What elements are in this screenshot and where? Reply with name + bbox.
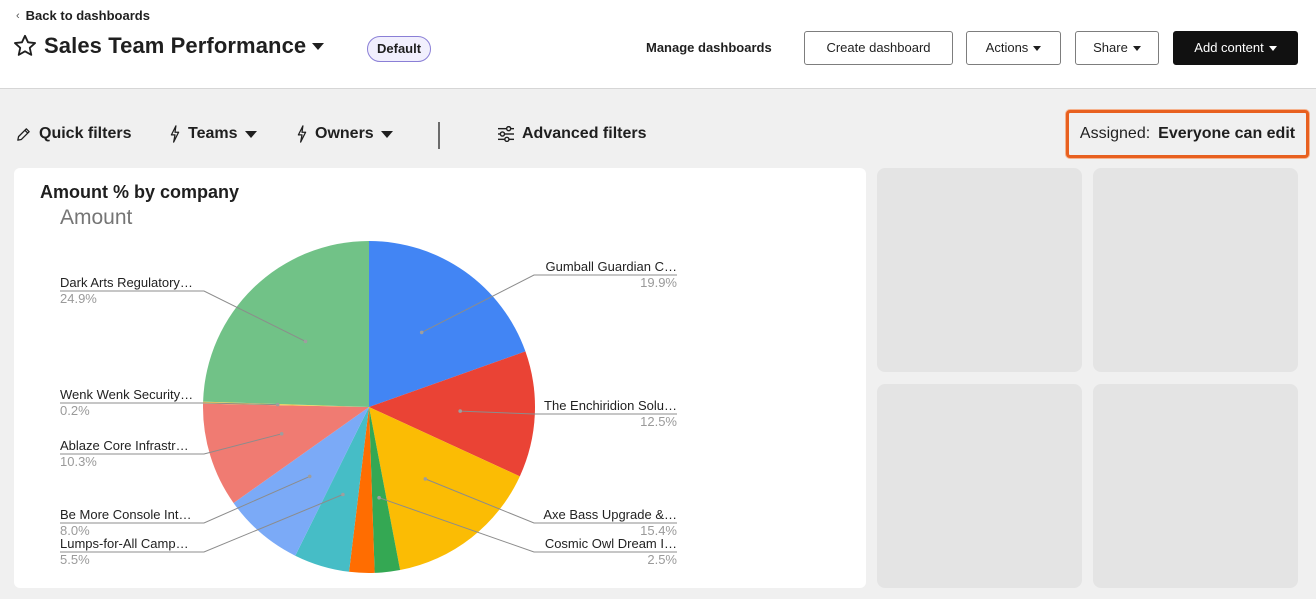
back-link-label: Back to dashboards bbox=[25, 8, 150, 23]
label-leader-dot bbox=[341, 492, 345, 497]
label-leader-line bbox=[60, 475, 310, 524]
label-leader-line bbox=[378, 497, 677, 553]
slice-label: Be More Console Int… bbox=[60, 507, 192, 522]
actions-button[interactable]: Actions bbox=[966, 31, 1061, 65]
pie-slice[interactable] bbox=[203, 401, 369, 407]
advanced-filters-label: Advanced filters bbox=[522, 125, 647, 142]
assigned-permission-control[interactable]: Assigned: Everyone can edit bbox=[1066, 110, 1309, 158]
slice-percentage: 8.0% bbox=[60, 523, 90, 538]
slice-percentage: 5.5% bbox=[60, 552, 90, 567]
slice-percentage: 24.9% bbox=[60, 291, 97, 306]
report-title: Amount % by company bbox=[40, 182, 240, 202]
pie-slice[interactable] bbox=[202, 403, 369, 503]
label-leader-line bbox=[425, 478, 677, 524]
label-leader-dot bbox=[377, 495, 381, 500]
placeholder-card bbox=[877, 168, 1082, 372]
pie-slice[interactable] bbox=[369, 241, 526, 407]
filter-bar: Quick filters Teams Owners Advanced filt… bbox=[0, 115, 1316, 155]
pie-slice[interactable] bbox=[233, 407, 369, 556]
label-leader-dot bbox=[275, 402, 280, 407]
default-badge: Default bbox=[367, 36, 432, 62]
pie-slice[interactable] bbox=[369, 407, 401, 573]
teams-filter-label: Teams bbox=[188, 125, 238, 142]
slice-label: The Enchiridion Solu… bbox=[544, 398, 677, 413]
quick-filters-label: Quick filters bbox=[39, 125, 132, 142]
add-content-button[interactable]: Add content bbox=[1173, 31, 1298, 65]
teams-filter-dropdown[interactable]: Teams bbox=[169, 125, 257, 143]
slice-percentage: 12.5% bbox=[640, 414, 677, 429]
assigned-value: Everyone can edit bbox=[1158, 125, 1296, 142]
label-leader-line bbox=[421, 274, 677, 333]
owners-filter-label: Owners bbox=[315, 125, 374, 142]
label-leader-dot bbox=[458, 409, 463, 413]
share-button-label: Share bbox=[1093, 40, 1128, 55]
quick-filters-button[interactable]: Quick filters bbox=[15, 125, 131, 143]
caret-down-icon bbox=[244, 130, 257, 138]
create-dashboard-button[interactable]: Create dashboard bbox=[804, 31, 953, 65]
pie-slice[interactable] bbox=[203, 241, 369, 407]
slice-label: Wenk Wenk Security… bbox=[60, 387, 193, 402]
caret-down-icon bbox=[380, 130, 393, 138]
chart-title: Amount bbox=[60, 206, 133, 229]
slice-percentage: 2.5% bbox=[647, 552, 677, 567]
slice-percentage: 19.9% bbox=[640, 275, 677, 290]
lightning-icon bbox=[297, 125, 307, 143]
caret-down-icon bbox=[1132, 46, 1141, 52]
label-leader-dot bbox=[307, 474, 312, 479]
label-leader-line bbox=[460, 410, 677, 415]
pie-slice[interactable] bbox=[295, 407, 369, 572]
assigned-label: Assigned: bbox=[1079, 125, 1151, 142]
lightning-icon bbox=[170, 125, 180, 143]
report-card[interactable]: Amount Gumball Guardian C… 19.9% The Enchi… bbox=[14, 168, 866, 588]
page-title[interactable]: Sales Team Performance bbox=[44, 33, 307, 58]
slice-percentage: 0.2% bbox=[60, 403, 90, 418]
slice-label: Gumball Guardian C… bbox=[546, 259, 678, 274]
caret-down-icon bbox=[1268, 46, 1277, 52]
advanced-filters-button[interactable]: Advanced filters bbox=[497, 125, 646, 143]
placeholder-card bbox=[1093, 384, 1298, 588]
label-leader-line bbox=[60, 402, 278, 406]
back-to-dashboards-link[interactable]: ‹ Back to dashboards bbox=[16, 8, 150, 23]
pie-slice[interactable] bbox=[369, 351, 535, 477]
sliders-icon bbox=[498, 126, 514, 142]
chevron-left-icon: ‹ bbox=[16, 9, 20, 22]
label-leader-dot bbox=[279, 432, 284, 436]
star-icon[interactable] bbox=[12, 33, 38, 59]
placeholder-card bbox=[877, 384, 1082, 588]
placeholder-card bbox=[1093, 168, 1298, 372]
slice-percentage: 15.4% bbox=[640, 523, 677, 538]
pie-slices bbox=[202, 241, 535, 573]
slice-label: Ablaze Core Infrastr… bbox=[60, 438, 189, 453]
pie-slice[interactable] bbox=[369, 407, 520, 571]
share-button[interactable]: Share bbox=[1075, 31, 1159, 65]
pie-labels: Gumball Guardian C…19.9% The Enchiridion … bbox=[60, 259, 677, 567]
slice-label: Lumps-for-All Camp… bbox=[60, 536, 189, 551]
owners-filter-dropdown[interactable]: Owners bbox=[296, 125, 393, 143]
label-leader-dot bbox=[423, 477, 428, 481]
pie-chart: Amount Gumball Guardian C…19.9% The Enchi… bbox=[60, 206, 677, 573]
pie-slice[interactable] bbox=[349, 407, 375, 573]
manage-dashboards-link[interactable]: Manage dashboards bbox=[646, 40, 772, 55]
label-leader-dot bbox=[303, 339, 308, 344]
label-leader-line bbox=[60, 433, 282, 455]
add-content-button-label: Add content bbox=[1194, 40, 1264, 55]
dashboard-header: ‹ Back to dashboards Sales Team Performa… bbox=[0, 0, 1316, 89]
slice-label: Cosmic Owl Dream I… bbox=[545, 536, 677, 551]
pencil-icon bbox=[17, 127, 30, 141]
title-row: Sales Team Performance bbox=[12, 33, 325, 59]
caret-down-icon bbox=[1033, 46, 1042, 52]
title-dropdown-caret-icon[interactable] bbox=[312, 42, 325, 50]
slice-percentage: 10.3% bbox=[60, 454, 97, 469]
slice-label: Dark Arts Regulatory… bbox=[60, 275, 193, 290]
slice-label: Axe Bass Upgrade &… bbox=[543, 507, 677, 522]
actions-button-label: Actions bbox=[985, 40, 1029, 55]
label-leader-dot bbox=[419, 330, 424, 335]
label-leader-line bbox=[60, 494, 344, 553]
filter-divider bbox=[438, 122, 440, 149]
label-leader-line bbox=[60, 290, 306, 342]
